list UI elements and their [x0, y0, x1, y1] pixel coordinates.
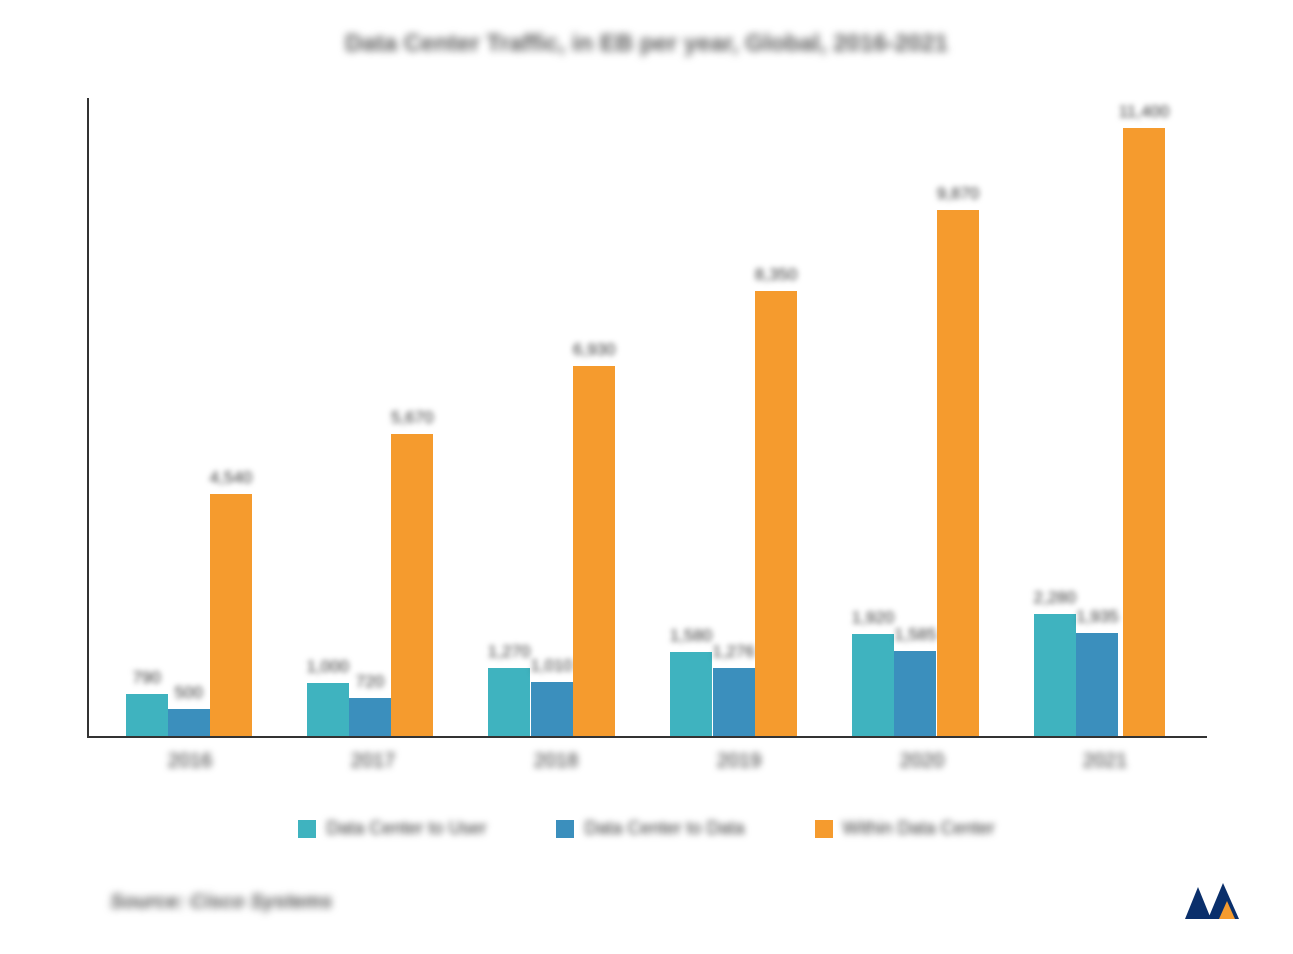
legend-swatch: [298, 820, 316, 838]
bar: 6,930: [573, 340, 616, 736]
bar-value-label: 11,400: [1119, 102, 1170, 122]
legend-item: Data Center to Data: [556, 818, 744, 839]
chart-legend: Data Center to User Data Center to Data Wi…: [50, 818, 1243, 839]
x-axis-label: 2017: [310, 750, 436, 773]
bar-value-label: 5,670: [391, 408, 434, 428]
bar-value-label: 6,930: [573, 340, 616, 360]
source-text: Source: Cisco Systems: [110, 891, 332, 914]
bar-value-label: 1,000: [306, 657, 349, 677]
chart-title: Data Center Traffic, in EB per year, Glo…: [50, 30, 1243, 58]
legend-item: Within Data Center: [815, 818, 995, 839]
bar-value-label: 1,580: [670, 626, 713, 646]
bar-value-label: 8,350: [755, 265, 798, 285]
bar: 1,270: [488, 642, 531, 736]
legend-swatch: [556, 820, 574, 838]
bar: 9,870: [937, 184, 980, 736]
bar-value-label: 790: [132, 668, 160, 688]
bar: 1,920: [852, 608, 895, 736]
bar-value-label: 720: [356, 672, 384, 692]
bar-value-label: 1,010: [530, 656, 573, 676]
x-axis-label: 2019: [676, 750, 802, 773]
bar-value-label: 2,280: [1034, 588, 1077, 608]
bar: 8,350: [755, 265, 798, 736]
chart-plot-area: 7905004,5401,0007205,6701,2701,0106,9301…: [87, 98, 1207, 738]
bar-group: 2,2801,935 11,400: [1034, 102, 1170, 736]
x-axis-label: 2021: [1042, 750, 1168, 773]
bar: 720: [349, 672, 391, 736]
x-axis-label: 2020: [859, 750, 985, 773]
bar-value-label: 1,585: [894, 625, 937, 645]
bar: 1,000: [306, 657, 349, 736]
bar-value-label: 1,920: [852, 608, 895, 628]
legend-label: Within Data Center: [843, 818, 995, 839]
bar: 1,585: [894, 625, 937, 736]
bar-value-label: 1,276: [712, 642, 755, 662]
bar: 2,280: [1034, 588, 1077, 736]
bar-group: 1,2701,010 6,930: [488, 340, 616, 736]
bar-value-label: 9,870: [937, 184, 980, 204]
bar: 1,580: [670, 626, 713, 736]
x-axis-label: 2016: [127, 750, 253, 773]
bar-value-label: 1,270: [488, 642, 531, 662]
bar-group: 790 500 4,540: [126, 468, 253, 736]
bar: 1,010: [530, 656, 573, 736]
legend-swatch: [815, 820, 833, 838]
bar-value-label: 500: [174, 683, 202, 703]
bar: 4,540: [210, 468, 253, 736]
bar-value-label: 4,540: [210, 468, 253, 488]
legend-label: Data Center to User: [326, 818, 486, 839]
legend-item: Data Center to User: [298, 818, 486, 839]
bar: 500: [168, 683, 210, 736]
legend-label: Data Center to Data: [584, 818, 744, 839]
bar-value-label: 1,935: [1076, 607, 1119, 627]
bar: 1,935: [1076, 607, 1119, 736]
bar: 790: [126, 668, 168, 736]
x-axis-label: 2018: [493, 750, 619, 773]
bar-group: 1,000 720 5,670: [306, 408, 433, 736]
bar: 1,276: [712, 642, 755, 736]
bar-group: 1,5801,276 8,350: [670, 265, 798, 736]
bar: 5,670: [391, 408, 434, 736]
bar: 11,400: [1119, 102, 1170, 736]
bar-group: 1,9201,585 9,870: [852, 184, 980, 736]
brand-logo: [1183, 879, 1243, 924]
